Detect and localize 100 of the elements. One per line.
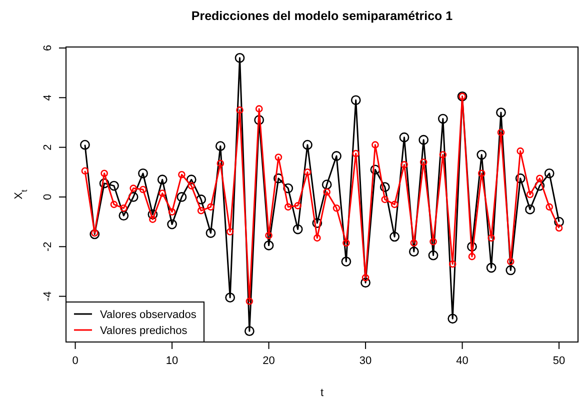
- point: [428, 250, 438, 260]
- point: [196, 194, 206, 204]
- point: [341, 256, 352, 266]
- point: [215, 141, 226, 152]
- point: [467, 242, 477, 252]
- point: [244, 326, 254, 336]
- x-tick-label: 50: [552, 355, 566, 367]
- point: [168, 208, 176, 216]
- y-tick-label: 0: [42, 194, 54, 200]
- point: [525, 204, 535, 214]
- point: [128, 192, 138, 202]
- point: [90, 229, 98, 237]
- point: [439, 151, 447, 158]
- point: [478, 170, 486, 178]
- point: [381, 196, 389, 204]
- point: [80, 140, 90, 150]
- point: [302, 140, 312, 150]
- x-tick-label: 40: [456, 355, 468, 367]
- point: [207, 203, 214, 211]
- point: [390, 200, 398, 208]
- x-tick-label: 20: [262, 355, 275, 367]
- point: [438, 114, 448, 124]
- point: [274, 154, 282, 161]
- y-tick-label: 2: [42, 144, 54, 150]
- point: [410, 239, 418, 247]
- point: [206, 228, 216, 238]
- point: [486, 262, 496, 273]
- point: [138, 168, 148, 178]
- point: [216, 160, 224, 168]
- point: [314, 234, 321, 242]
- chart-title: Predicciones del modelo semiparamétrico 1: [191, 9, 453, 23]
- point: [390, 232, 400, 242]
- point: [236, 106, 244, 114]
- point: [497, 128, 505, 136]
- point: [139, 186, 147, 194]
- point: [372, 141, 379, 148]
- point: [323, 188, 330, 196]
- point: [370, 164, 380, 175]
- y-tick-label: 4: [42, 94, 54, 101]
- point: [294, 202, 302, 210]
- point: [448, 314, 458, 324]
- point: [226, 228, 234, 236]
- point: [350, 95, 361, 106]
- point: [176, 192, 187, 202]
- point: [158, 190, 166, 197]
- x-axis-title: t: [320, 387, 324, 399]
- y-tick-label: -4: [42, 291, 54, 302]
- point: [274, 173, 284, 184]
- point: [555, 224, 563, 232]
- point: [100, 170, 108, 178]
- point: [352, 150, 360, 158]
- point: [167, 219, 177, 230]
- point: [81, 167, 89, 175]
- point: [420, 158, 428, 166]
- legend-label: Valores observados: [100, 309, 197, 321]
- point: [400, 161, 408, 168]
- point: [399, 132, 410, 142]
- point: [468, 252, 476, 260]
- point: [534, 180, 545, 191]
- point: [234, 52, 245, 63]
- point: [264, 240, 274, 250]
- point: [507, 258, 514, 266]
- point: [476, 150, 487, 160]
- point: [515, 173, 526, 184]
- point: [255, 105, 263, 112]
- point: [148, 209, 158, 220]
- point: [418, 134, 429, 145]
- point: [292, 224, 303, 234]
- point: [254, 115, 264, 125]
- point: [380, 182, 390, 192]
- point: [265, 232, 272, 240]
- point: [332, 151, 342, 161]
- point: [448, 260, 456, 268]
- x-tick-label: 30: [359, 355, 372, 367]
- point: [284, 203, 292, 211]
- point: [526, 190, 534, 198]
- point: [118, 210, 129, 221]
- point: [178, 170, 186, 178]
- point: [157, 174, 168, 185]
- point: [360, 278, 370, 288]
- point: [496, 108, 506, 118]
- point: [283, 183, 294, 194]
- x-tick-label: 0: [72, 355, 78, 367]
- point: [130, 184, 137, 192]
- point: [342, 239, 350, 247]
- legend-label: Valores predichos: [100, 325, 188, 337]
- point: [120, 204, 128, 212]
- point: [90, 229, 100, 240]
- point: [488, 234, 495, 242]
- point: [332, 204, 340, 212]
- y-tick-label: -2: [42, 242, 54, 252]
- point: [110, 200, 118, 208]
- point: [197, 206, 205, 214]
- point: [536, 174, 544, 182]
- x-tick-label: 10: [166, 355, 178, 367]
- point: [408, 246, 419, 257]
- point: [188, 182, 196, 190]
- point: [312, 218, 322, 228]
- point: [430, 238, 437, 246]
- point: [186, 174, 196, 185]
